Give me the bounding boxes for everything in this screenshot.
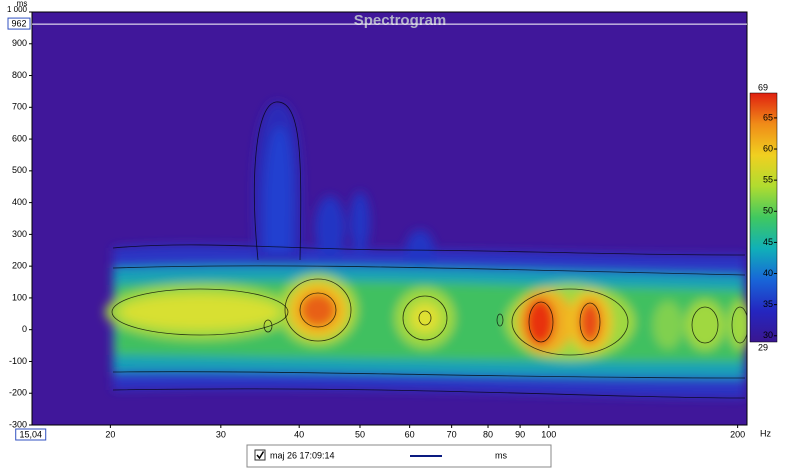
y-tick-label: 500 [12,165,27,175]
heatmap [105,101,747,399]
legend [246,444,552,468]
x-tick-label: 30 [216,429,226,439]
x-tick-label: 50 [355,429,365,439]
colorbar-max: 69 [758,82,768,92]
colorbar-tick-label: 60 [763,143,773,153]
y-tick-label: 800 [12,70,27,80]
y-tick-label: 700 [12,102,27,112]
colorbar-tick-label: 30 [763,330,773,340]
y-tick-label: -300 [9,419,27,429]
colorbar-tick-label: 40 [763,268,773,278]
checkmark [256,451,265,460]
legend-unit: ms [495,450,507,460]
y-tick-label: 200 [12,261,27,271]
cursor-y-label: 962 [11,18,26,28]
y-axis-label: ms [17,0,28,8]
x-tick-label: 200 [730,429,745,439]
legend-label: maj 26 17:09:14 [270,450,335,460]
y-tick-label: 0 [22,324,27,334]
x-tick-label: 80 [483,429,493,439]
colorbar-tick-label: 45 [763,237,773,247]
colorbar [749,92,778,343]
y-tick-label: 100 [12,292,27,302]
chart-title: Spectrogram [354,12,447,29]
y-tick-label: 900 [12,38,27,48]
legend-checkbox[interactable] [254,449,266,461]
colorbar-tick-label: 50 [763,206,773,216]
plot-border [31,11,748,426]
colorbar-tick-label: 65 [763,112,773,122]
x-axis-label: Hz [760,428,771,438]
y-tick-label: -200 [9,388,27,398]
cursor-y-box [7,17,31,30]
colorbar-tick-label: 55 [763,175,773,185]
y-tick-label: 400 [12,197,27,207]
colorbar-tick-label: 35 [763,299,773,309]
x-tick-label: 20 [105,429,115,439]
cursor-x-box [15,428,47,441]
x-tick-label: 100 [541,429,556,439]
x-tick-label: 60 [405,429,415,439]
y-tick-label: 600 [12,133,27,143]
colorbar-min: 29 [758,342,768,352]
y-tick-label: -100 [9,356,27,366]
y-tick-label: 300 [12,229,27,239]
x-tick-label: 90 [515,429,525,439]
x-tick-label: 70 [447,429,457,439]
y-tick-label: 1 000 [7,5,28,14]
x-tick-label: 40 [294,429,304,439]
cursor-x-label: 15,04 [19,429,42,439]
